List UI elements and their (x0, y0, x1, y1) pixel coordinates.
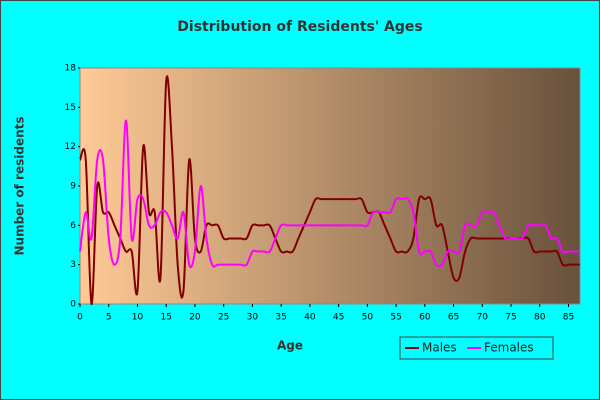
x-tick-label: 65 (448, 313, 459, 323)
x-tick-label: 60 (419, 313, 431, 323)
x-tick-label: 10 (132, 313, 144, 323)
x-tick-label: 25 (218, 313, 229, 323)
x-tick-label: 15 (160, 313, 171, 323)
legend (399, 336, 554, 360)
x-tick-label: 20 (189, 313, 201, 323)
series-line (79, 75, 580, 306)
y-tick-label: 18 (65, 64, 77, 74)
x-tick-label: 40 (304, 313, 316, 323)
x-tick-label: 45 (333, 313, 344, 323)
y-tick-label: 15 (65, 103, 76, 113)
chart-title: Distribution of Residents' Ages (177, 19, 422, 35)
x-tick-label: 5 (106, 313, 112, 323)
x-tick-label: 0 (77, 313, 83, 323)
x-tick-label: 35 (275, 313, 286, 323)
x-tick-label: 85 (563, 313, 574, 323)
y-tick-label: 12 (65, 142, 76, 152)
legend-label: Females (484, 341, 534, 355)
x-tick-label: 30 (247, 313, 259, 323)
x-tick-label: 70 (477, 313, 489, 323)
y-tick-label: 6 (70, 221, 76, 231)
x-axis-label: Age (277, 339, 303, 353)
y-axis-label: Number of residents (13, 116, 27, 255)
x-tick-label: 80 (534, 313, 546, 323)
series-line (79, 119, 580, 269)
legend-label: Males (422, 341, 457, 355)
plot-area (79, 67, 581, 305)
y-tick-label: 3 (70, 260, 76, 270)
x-tick-label: 50 (362, 313, 374, 323)
y-tick-label: 0 (70, 300, 76, 310)
x-tick-label: 55 (390, 313, 401, 323)
x-tick-label: 75 (505, 313, 516, 323)
y-tick-label: 9 (70, 182, 76, 192)
